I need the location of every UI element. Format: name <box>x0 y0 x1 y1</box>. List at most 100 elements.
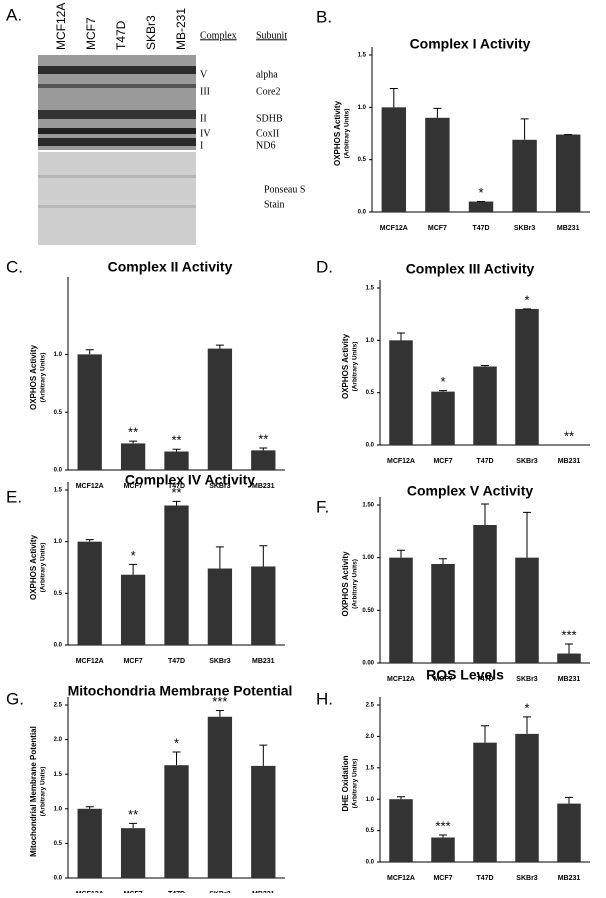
x-tick-label: T47D <box>168 658 185 665</box>
panel-label: A. <box>6 5 22 24</box>
stain-label: Ponseau S <box>264 184 305 195</box>
y-tick-label: 2.5 <box>366 703 375 709</box>
significance: ** <box>258 431 268 446</box>
bar <box>120 828 146 878</box>
y-tick-label: 0.5 <box>54 591 63 597</box>
bar <box>381 107 407 212</box>
significance: ** <box>171 485 181 500</box>
error-bar <box>433 107 442 118</box>
y-tick-label: 1.5 <box>54 488 63 494</box>
bar <box>515 308 539 445</box>
error-bar <box>397 549 405 558</box>
x-tick-label: MCF7 <box>124 658 143 665</box>
panel-label: D. <box>316 257 333 276</box>
error-bar <box>397 332 405 341</box>
significance: ** <box>128 807 138 822</box>
bar <box>431 391 455 445</box>
band <box>38 66 196 74</box>
bar <box>425 117 450 212</box>
complex-label: III <box>200 86 210 97</box>
complex-label: V <box>200 69 208 80</box>
subunit-label: Core2 <box>256 86 280 97</box>
lane-label: MCF12A <box>54 3 68 50</box>
bar <box>557 653 581 663</box>
y-tick-label: 1.0 <box>54 352 63 358</box>
error-bar <box>85 539 94 542</box>
y-tick-label: 1.5 <box>54 772 63 778</box>
bar <box>389 557 413 663</box>
chart-title: Complex II Activity <box>108 259 233 275</box>
x-tick-label: SKBr3 <box>516 458 538 465</box>
y-axis-label: (Arbitrary Units) <box>344 109 351 159</box>
complex-label: I <box>200 140 203 151</box>
chart-title: ROS Levels <box>426 667 504 683</box>
chart-title: Complex I Activity <box>410 36 531 52</box>
significance: * <box>524 292 529 307</box>
y-tick-label: 1.5 <box>358 53 367 59</box>
error-bar <box>129 563 138 575</box>
error-bar <box>565 796 573 804</box>
y-tick-label: 0.00 <box>362 661 374 667</box>
panel-label: E. <box>6 487 22 506</box>
error-bar <box>85 349 94 355</box>
lane-label: MCF7 <box>84 17 98 50</box>
significance: *** <box>435 818 450 833</box>
band <box>38 205 196 208</box>
x-tick-label: T47D <box>476 458 493 465</box>
bar <box>77 808 102 878</box>
x-tick-label: MB231 <box>252 483 275 490</box>
subunit-label: alpha <box>256 69 278 80</box>
x-tick-label: MCF12A <box>76 658 104 665</box>
error-bar <box>523 511 531 558</box>
y-tick-label: 0.50 <box>362 608 374 614</box>
x-tick-label: T47D <box>472 225 489 232</box>
y-tick-label: 0.5 <box>54 841 63 847</box>
x-tick-label: SKBr3 <box>516 875 538 882</box>
y-tick-label: 1.50 <box>362 503 374 509</box>
y-tick-label: 2.5 <box>54 703 63 709</box>
y-tick-label: 0.0 <box>358 210 367 216</box>
x-tick-label: MCF12A <box>76 483 104 490</box>
error-bar <box>439 390 447 392</box>
subunit-label: CoxII <box>256 128 279 139</box>
x-tick-label: MCF12A <box>387 458 415 465</box>
lane-label: SKBr3 <box>144 15 158 50</box>
x-tick-label: SKBr3 <box>514 225 536 232</box>
y-axis-label: OXPHOS Activity <box>341 333 350 399</box>
bar <box>77 354 102 470</box>
error-bar <box>129 440 138 444</box>
y-tick-label: 0.5 <box>366 390 375 396</box>
y-tick-label: 1.00 <box>362 555 374 561</box>
band <box>38 175 196 178</box>
x-tick-label: T47D <box>476 875 493 882</box>
y-axis-label: (Arbitrary Units) <box>352 559 359 609</box>
significance: *** <box>212 694 227 709</box>
y-tick-label: 0.0 <box>54 468 63 474</box>
error-bar <box>215 710 224 717</box>
y-tick-label: 0.5 <box>366 828 375 834</box>
y-axis-label: OXPHOS Activity <box>29 534 38 600</box>
y-axis-label: OXPHOS Activity <box>341 551 350 617</box>
y-tick-label: 1.5 <box>366 765 375 771</box>
error-bar <box>172 751 181 766</box>
bar <box>512 139 537 212</box>
stain-image <box>38 152 196 245</box>
bar <box>164 451 189 470</box>
panel-label: G. <box>6 689 24 708</box>
bar <box>431 837 455 862</box>
chart-title: Mitochondria Membrane Potential <box>68 683 293 699</box>
y-tick-label: 1.0 <box>54 539 63 545</box>
bar <box>251 450 276 470</box>
significance: ** <box>564 428 574 443</box>
significance: * <box>440 374 445 389</box>
panel-label: C. <box>6 257 23 276</box>
error-bar <box>439 834 447 838</box>
y-tick-label: 0.0 <box>366 860 375 866</box>
y-axis-label: (Arbitrary Units) <box>40 543 47 593</box>
y-tick-label: 0.0 <box>54 643 63 649</box>
error-bar <box>520 118 529 140</box>
significance: * <box>131 548 136 563</box>
y-axis-label: (Arbitrary Units) <box>40 767 47 817</box>
y-tick-label: 0.0 <box>54 876 63 882</box>
